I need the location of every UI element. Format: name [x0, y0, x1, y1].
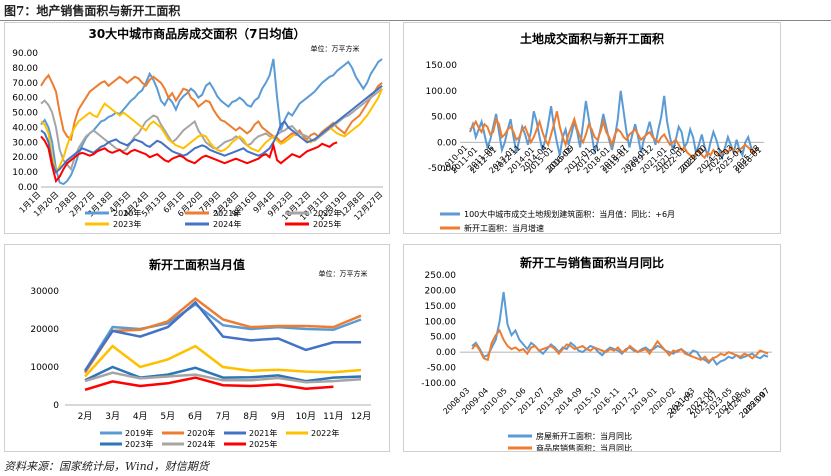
- y-tick-label: 30000: [30, 287, 59, 297]
- y-tick-label: 50.00: [12, 109, 38, 119]
- source-note: 资料来源：国家统计局，Wind，财信期货: [4, 460, 209, 473]
- x-tick-label: 12月: [351, 411, 371, 422]
- series-line-2023年: [84, 365, 362, 383]
- series-line-2024年: [84, 371, 362, 384]
- legend-label: 2025年: [313, 219, 341, 229]
- series-line-2020年: [40, 58, 383, 186]
- series-line-2024年: [40, 85, 383, 174]
- series-line-2021年: [83, 300, 361, 372]
- legend-label: 2020年: [187, 428, 215, 438]
- legend-label: 2020年: [113, 208, 141, 218]
- legend-label: 2025年: [249, 439, 277, 449]
- panel-land-vs-starts: 土地成交面积与新开工面积 -50.00 0.00 50.00 100.00 150.00 2…: [403, 22, 781, 234]
- series-line-2020年: [83, 297, 362, 374]
- y-tick-label: 10000: [30, 363, 59, 373]
- panel-new-starts-monthly: 新开工面积当月值单位：万平方米 0 10000 20000 30000 2月 3月 4月 5月 6…: [4, 244, 390, 452]
- top-rule: [0, 20, 831, 21]
- x-tick-label: 3月: [105, 411, 120, 422]
- x-tick-label: 10月: [296, 411, 316, 422]
- chart-title: 新开工面积当月值: [149, 257, 245, 272]
- y-tick-label: 0.00: [437, 138, 457, 148]
- x-tick-label: 11月: [323, 411, 343, 422]
- x-tick-label: 4月: [133, 411, 148, 422]
- y-tick-label: 40.00: [12, 123, 38, 133]
- series-line: [469, 111, 758, 160]
- y-tick-label: -100.00: [421, 379, 456, 389]
- y-tick-label: 80.00: [12, 64, 38, 74]
- legend-label: 商品房销售面积：当月同比: [536, 443, 632, 451]
- chart-title: 30大中城市商品房成交面积（7日均值）: [88, 26, 305, 41]
- legend-label: 2022年: [311, 428, 339, 438]
- series-line-2025年: [84, 376, 334, 391]
- series-line-2021年: [40, 73, 383, 144]
- legend-label: 房屋新开工面积：当月同比: [536, 431, 632, 441]
- y-tick-label: 0.00: [436, 348, 456, 358]
- y-tick-label: -50.00: [428, 164, 457, 174]
- series-line-2022年: [84, 344, 362, 378]
- x-tick-label: 6月: [188, 411, 203, 422]
- legend-label: 2022年: [313, 208, 341, 218]
- series-line: [471, 328, 769, 363]
- legend-label: 新开工面积：当月增速: [464, 223, 544, 233]
- y-tick-label: 0.00: [18, 183, 38, 193]
- legend-label: 2024年: [213, 219, 241, 229]
- legend-label: 2023年: [125, 439, 153, 449]
- figure-title: 图7：地产销售面积与新开工面积: [4, 4, 181, 18]
- chart-30-city-sales: 30大中城市商品房成交面积（7日均值） 单位：万平方米 0.00 10.00 20.00…: [12, 26, 384, 229]
- series-line-2022年: [40, 87, 383, 172]
- y-tick-label: 10.00: [12, 168, 38, 178]
- series-line: [471, 291, 769, 366]
- x-tick-label: 9月: [271, 411, 286, 422]
- series-line-2019年: [83, 302, 362, 372]
- y-tick-label: 60.00: [12, 94, 38, 104]
- unit-label: 单位：万平方米: [311, 44, 360, 53]
- y-tick-label: 30.00: [12, 138, 38, 148]
- chart-title: 新开工与销售面积当月同比: [520, 255, 664, 270]
- panel-starts-sales-yoy: 新开工与销售面积当月同比 -100.00 -50.00 0.00 50.00 100.00…: [403, 244, 781, 453]
- legend-label: 2021年: [213, 208, 241, 218]
- x-tick-label: 8月: [243, 411, 258, 422]
- x-tick-label: 7月: [216, 411, 231, 422]
- y-tick-label: 20000: [30, 325, 59, 335]
- chart-land-vs-starts: 土地成交面积与新开工面积-50.000.0050.00100.00150.002…: [426, 31, 764, 233]
- y-tick-label: -50.00: [427, 364, 456, 374]
- y-tick-label: 150.00: [426, 61, 458, 71]
- series-line-2025年: [40, 135, 338, 184]
- legend-label: 2021年: [249, 428, 277, 438]
- y-tick-label: 0: [53, 401, 59, 411]
- chart-title: 土地成交面积与新开工面积: [520, 31, 664, 46]
- y-tick-label: 70.00: [12, 79, 38, 89]
- y-tick-label: 50.00: [430, 333, 456, 343]
- chart-starts-sales-yoy: 新开工与销售面积当月同比 -100.00 -50.00 0.00 50.00 100.00…: [421, 255, 772, 453]
- legend-label: 2019年: [125, 428, 153, 438]
- legend-label: 2023年: [113, 219, 141, 229]
- y-tick-label: 100.00: [426, 87, 458, 97]
- legend-label: 100大中城市成交土地规划建筑面积：当月值：同比：+6月: [464, 209, 675, 219]
- legend-label: 2024年: [187, 439, 215, 449]
- y-tick-label: 90.00: [12, 49, 38, 59]
- y-tick-label: 20.00: [12, 153, 38, 163]
- x-tick-label: 2月: [78, 411, 93, 422]
- x-tick-label: 5月: [160, 411, 175, 422]
- y-tick-label: 50.00: [431, 113, 457, 123]
- y-tick-label: 150.00: [425, 302, 457, 312]
- panel-30-city-sales: 30大中城市商品房成交面积（7日均值） 单位：万平方米 0.00 10.00 20.00…: [4, 22, 390, 234]
- y-tick-label: 200.00: [425, 286, 457, 296]
- y-tick-label: 100.00: [425, 317, 457, 327]
- unit-label: 单位：万平方米: [319, 269, 368, 278]
- y-tick-label: 250.00: [425, 271, 457, 281]
